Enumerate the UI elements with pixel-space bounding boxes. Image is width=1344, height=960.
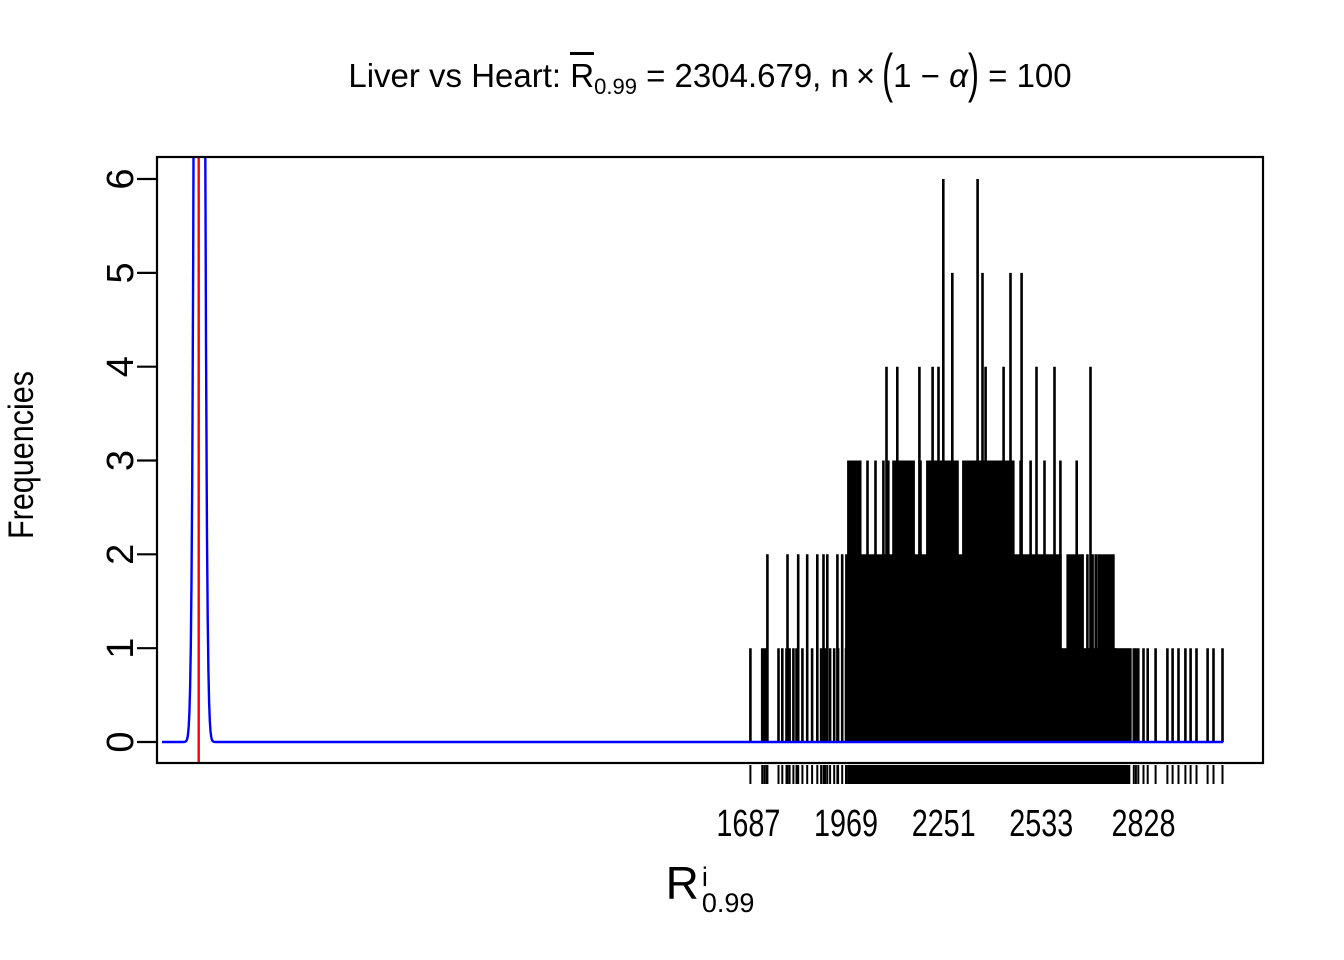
- histogram-band: [892, 460, 915, 742]
- histogram-band: [962, 460, 1015, 742]
- title-text: Liver vs Heart:: [348, 57, 571, 94]
- x-tick-label: 2828: [1112, 803, 1176, 845]
- histogram-band: [1114, 648, 1132, 742]
- rbar-subscript: 0.99: [594, 74, 637, 99]
- histogram-band: [847, 460, 862, 742]
- x-axis-symbol: R: [665, 857, 699, 909]
- density-curve: [162, 157, 1224, 744]
- x-tick-label: 2533: [1009, 803, 1073, 845]
- y-tick-label: 0: [100, 731, 142, 752]
- y-tick-label: 2: [100, 544, 142, 565]
- x-tick-label: 2251: [912, 803, 976, 845]
- y-tick-label: 6: [100, 168, 142, 189]
- histogram-band: [1066, 554, 1082, 742]
- x-axis-subscript: 0.99: [701, 888, 755, 918]
- x-tick-label: 1969: [814, 803, 878, 845]
- left-paren: (: [882, 42, 894, 103]
- x-tick-label: 1687: [716, 803, 780, 845]
- y-tick-label: 5: [100, 262, 142, 283]
- chart-title: Liver vs Heart: R0.99 = 2304.679, n × (1 −…: [157, 43, 1263, 103]
- y-tick-label: 3: [100, 450, 142, 471]
- y-axis-title: Frequencies: [2, 371, 41, 539]
- x-axis-superscript: i: [701, 862, 708, 893]
- histogram-band: [1099, 554, 1115, 742]
- times-symbol: ×: [855, 57, 876, 94]
- y-tick-label: 1: [100, 638, 142, 659]
- title-mean-value: = 2304.679, n: [636, 57, 849, 94]
- title-expr: 1 −: [893, 57, 950, 94]
- alpha-symbol: α: [949, 57, 968, 94]
- rbar-overlined: R: [570, 52, 595, 92]
- title-n-alpha-value: = 100: [978, 57, 1072, 94]
- right-paren: ): [967, 42, 979, 103]
- y-tick-label: 4: [100, 356, 142, 377]
- x-axis-scripts: i 0.99: [701, 862, 755, 918]
